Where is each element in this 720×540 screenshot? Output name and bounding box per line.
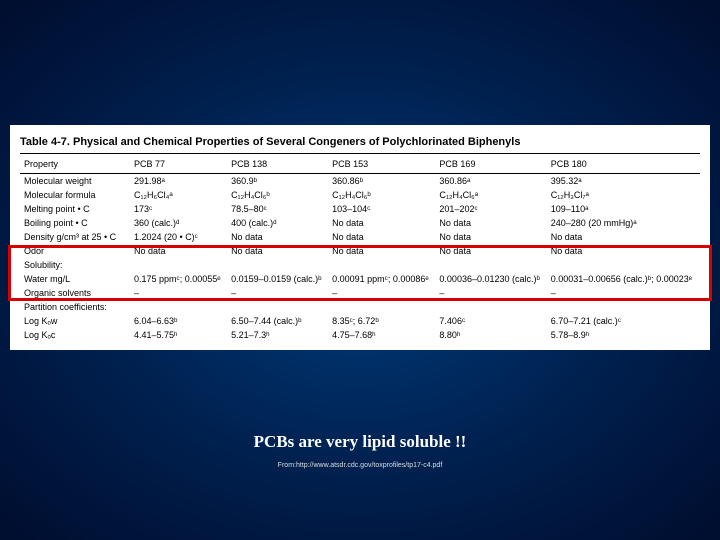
row-label: Molecular weight [20,174,130,189]
cell: No data [435,230,546,244]
table-row: Molecular formulaC₁₂H₆Cl₄ᵃC₁₂H₄Cl₆ᵇC₁₂H₄… [20,188,700,202]
cell: No data [435,244,546,258]
row-label: Density g/cm³ at 25 • C [20,230,130,244]
cell: 78.5–80ᶜ [227,202,328,216]
table-row: Boiling point • C360 (calc.)ᵈ400 (calc.)… [20,216,700,230]
table-row: Molecular weight291.98ᵃ360.9ᵇ360.86ᵇ360.… [20,174,700,189]
cell: 6.70–7.21 (calc.)ᶜ [547,314,700,328]
table-row: Organic solvents––––– [20,286,700,300]
table-row: Solubility: [20,258,700,272]
cell [547,258,700,272]
table-row: Density g/cm³ at 25 • C1.2024 (20 • C)ᶜN… [20,230,700,244]
row-label: Melting point • C [20,202,130,216]
cell: 1.2024 (20 • C)ᶜ [130,230,227,244]
cell: 8.80ʰ [435,328,546,342]
row-label: Odor [20,244,130,258]
row-label: Solubility: [20,258,130,272]
cell: 8.35ᶜ; 6.72ᵇ [328,314,435,328]
cell: 5.21–7.3ʰ [227,328,328,342]
cell: 360.86ᵇ [328,174,435,189]
cell: No data [328,216,435,230]
cell: 240–280 (20 mmHg)ᵃ [547,216,700,230]
table-row: Log Kₒw6.04–6.63ᵇ6.50–7.44 (calc.)ᵇ8.35ᶜ… [20,314,700,328]
table-row: OdorNo dataNo dataNo dataNo dataNo data [20,244,700,258]
column-header: Property [20,154,130,174]
cell: C₁₂H₄Cl₆ᵃ [435,188,546,202]
cell: C₁₂H₄Cl₆ᵇ [328,188,435,202]
cell: 173ᶜ [130,202,227,216]
properties-table: PropertyPCB 77PCB 138PCB 153PCB 169PCB 1… [20,154,700,342]
column-header: PCB 138 [227,154,328,174]
column-header: PCB 153 [328,154,435,174]
cell [227,300,328,314]
cell: No data [435,216,546,230]
row-label: Log Kₒc [20,328,130,342]
cell: 5.78–8.9ʰ [547,328,700,342]
cell: C₁₂H₄Cl₆ᵇ [227,188,328,202]
cell: – [130,286,227,300]
cell: No data [547,244,700,258]
cell: – [547,286,700,300]
column-header: PCB 180 [547,154,700,174]
cell: 360.9ᵇ [227,174,328,189]
cell [227,258,328,272]
cell: No data [130,244,227,258]
cell [435,258,546,272]
table-row: Log Kₒc4.41–5.75ʰ5.21–7.3ʰ4.75–7.68ʰ8.80… [20,328,700,342]
cell: 0.0159–0.0159 (calc.)ᵇ [227,272,328,286]
row-label: Molecular formula [20,188,130,202]
cell: 6.04–6.63ᵇ [130,314,227,328]
row-label: Boiling point • C [20,216,130,230]
table-row: Partition coefficients: [20,300,700,314]
cell: No data [547,230,700,244]
cell [130,258,227,272]
cell: No data [328,244,435,258]
cell: – [435,286,546,300]
cell: 4.75–7.68ʰ [328,328,435,342]
cell: 0.175 ppmᶜ; 0.00055ᵉ [130,272,227,286]
row-label: Partition coefficients: [20,300,130,314]
cell [328,300,435,314]
cell: – [328,286,435,300]
cell: 0.00031–0.00656 (calc.)ᵇ; 0.00023ᵉ [547,272,700,286]
table-row: Water mg/L0.175 ppmᶜ; 0.00055ᵉ0.0159–0.0… [20,272,700,286]
cell: 0.00036–0.01230 (calc.)ᵇ [435,272,546,286]
cell: 201–202ᶜ [435,202,546,216]
row-label: Water mg/L [20,272,130,286]
cell: No data [227,230,328,244]
cell: 4.41–5.75ʰ [130,328,227,342]
cell: 360 (calc.)ᵈ [130,216,227,230]
cell: 395.32ᵃ [547,174,700,189]
cell: 400 (calc.)ᵈ [227,216,328,230]
cell: 7.406ᶜ [435,314,546,328]
cell: No data [328,230,435,244]
source-line: From:http://www.atsdr.cdc.gov/toxprofile… [0,462,720,469]
cell: – [227,286,328,300]
row-label: Organic solvents [20,286,130,300]
cell: No data [227,244,328,258]
cell: C₁₂H₆Cl₄ᵃ [130,188,227,202]
cell [547,300,700,314]
cell [130,300,227,314]
cell [328,258,435,272]
column-header: PCB 169 [435,154,546,174]
table-panel: Table 4-7. Physical and Chemical Propert… [10,125,710,350]
cell: C₁₂H₃Cl₇ᵃ [547,188,700,202]
cell: 0.00091 ppmᶜ; 0.00086ᵉ [328,272,435,286]
cell [435,300,546,314]
table-row: Melting point • C173ᶜ78.5–80ᶜ103–104ᶜ201… [20,202,700,216]
column-header: PCB 77 [130,154,227,174]
cell: 360.86ᵃ [435,174,546,189]
caption: PCBs are very lipid soluble !! [0,432,720,452]
row-label: Log Kₒw [20,314,130,328]
cell: 291.98ᵃ [130,174,227,189]
cell: 6.50–7.44 (calc.)ᵇ [227,314,328,328]
cell: 109–110ᵃ [547,202,700,216]
table-title: Table 4-7. Physical and Chemical Propert… [20,133,700,154]
cell: 103–104ᶜ [328,202,435,216]
